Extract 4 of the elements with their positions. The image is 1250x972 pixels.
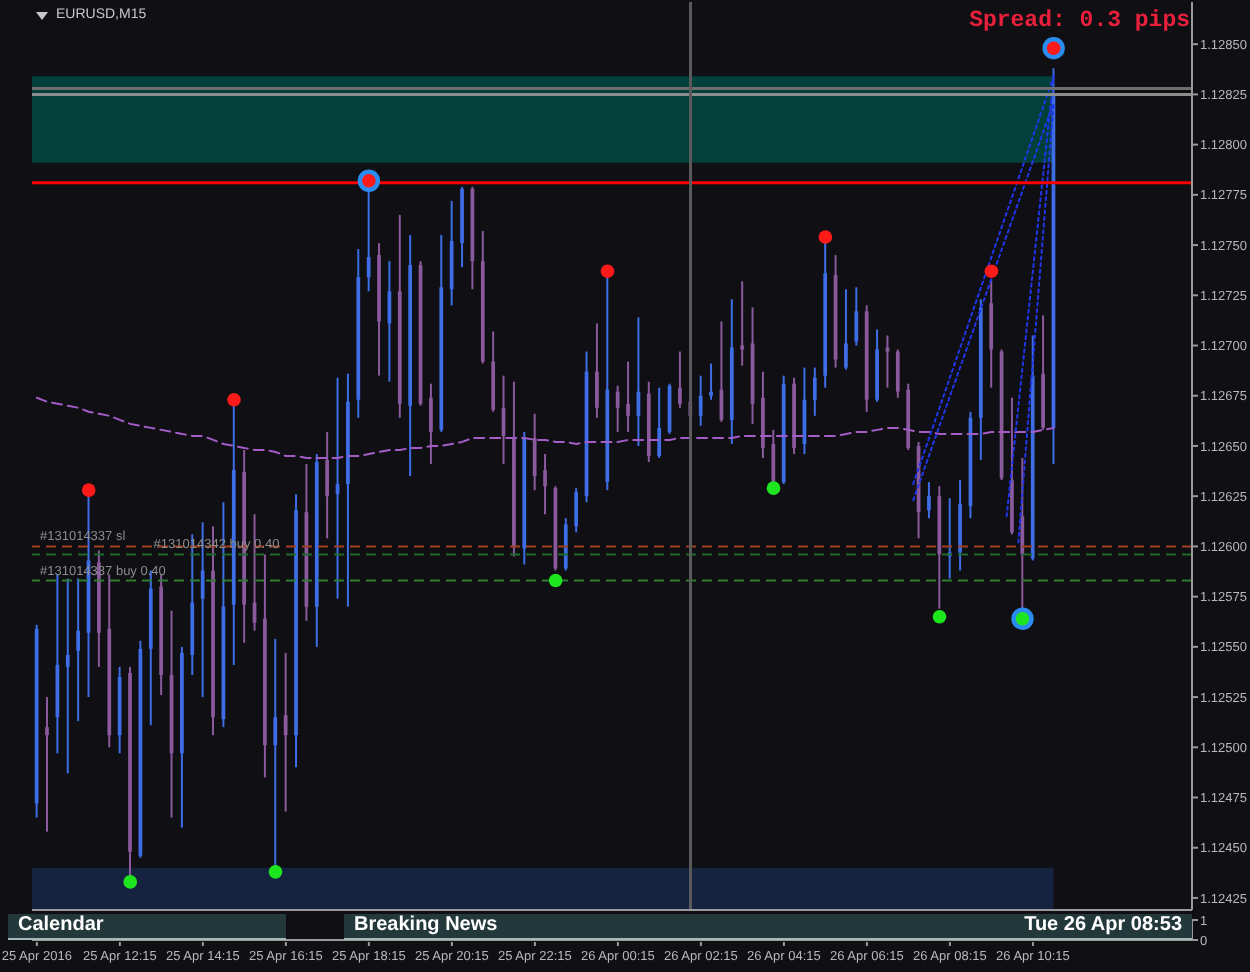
- annotation: Calendar: [18, 914, 104, 938]
- annotation: Spread: 0.3 pips: [969, 8, 1190, 34]
- annotation: Tue 26 Apr 08:53: [1024, 914, 1182, 938]
- annotation: Breaking News: [354, 914, 498, 938]
